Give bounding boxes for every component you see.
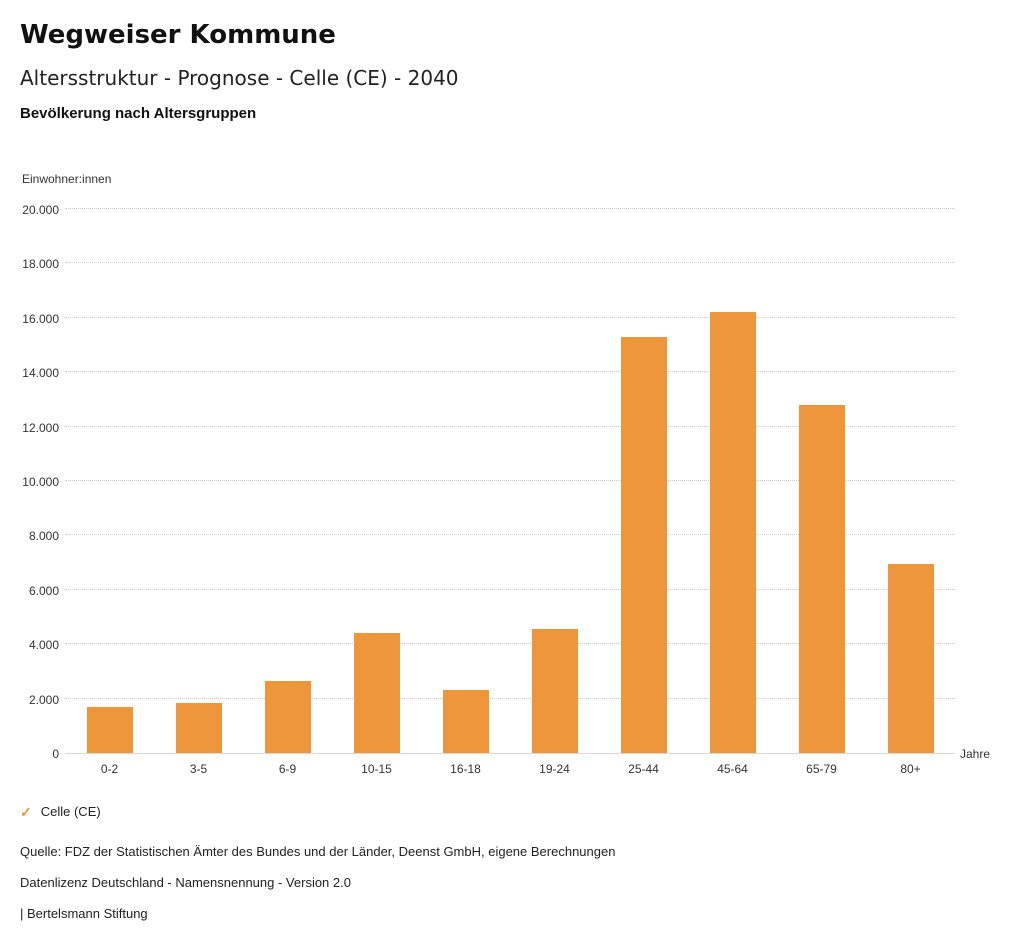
legend-label: Celle (CE) xyxy=(40,804,101,819)
plot-area xyxy=(65,208,955,754)
page-title: Wegweiser Kommune xyxy=(20,20,336,50)
bar-19-24[interactable] xyxy=(531,629,578,753)
gridline xyxy=(65,480,955,481)
bar-0-2[interactable] xyxy=(86,706,133,753)
bar-65-79[interactable] xyxy=(798,404,845,753)
y-tick-label: 10.000 xyxy=(22,475,59,489)
x-tick-label: 16-18 xyxy=(450,762,481,776)
gridline xyxy=(65,316,955,318)
gridline xyxy=(65,425,955,427)
bar-45-64[interactable] xyxy=(709,312,756,753)
gridline xyxy=(65,534,955,536)
chart-heading: Bevölkerung nach Altersgruppen xyxy=(20,105,257,122)
bar-80+[interactable] xyxy=(887,563,934,753)
x-tick-label: 45-64 xyxy=(717,762,748,776)
gridline xyxy=(65,371,955,373)
gridline xyxy=(65,643,955,645)
gridline xyxy=(65,588,955,590)
y-tick-label: 0 xyxy=(52,747,59,761)
y-axis-tick-labels: 0 2.000 4.000 6.000 8.000 10.000 12.000 14.000 1… xyxy=(0,203,62,761)
gridline xyxy=(65,208,955,209)
legend-check-icon: ✓ xyxy=(20,803,32,820)
legend-item-celle[interactable]: ✓ Celle (CE) xyxy=(20,804,101,819)
x-tick-label: 10-15 xyxy=(361,762,392,776)
y-tick-label: 18.000 xyxy=(22,257,59,272)
y-tick-label: 6.000 xyxy=(28,583,59,598)
y-tick-label: 8.000 xyxy=(28,529,59,544)
bar-chart xyxy=(65,208,955,754)
y-tick-label: 14.000 xyxy=(22,366,59,381)
y-tick-label: 2.000 xyxy=(28,692,59,707)
x-tick-label: 25-44 xyxy=(628,762,659,776)
y-tick-label: 16.000 xyxy=(22,311,59,326)
gridline xyxy=(65,697,955,699)
y-tick-label: 4.000 xyxy=(28,638,59,653)
x-tick-label: 19-24 xyxy=(539,762,570,776)
bar-16-18[interactable] xyxy=(442,690,489,753)
attribution-text: | Bertelsmann Stiftung xyxy=(20,906,148,921)
y-tick-label: 12.000 xyxy=(22,420,59,435)
x-tick-label: 3-5 xyxy=(189,762,208,776)
x-tick-label: 0-2 xyxy=(100,762,119,776)
bar-6-9[interactable] xyxy=(264,680,311,753)
bar-25-44[interactable] xyxy=(620,336,667,753)
source-text: Quelle: FDZ der Statistischen Ämter des … xyxy=(20,844,616,859)
y-axis-title: Einwohner:innen xyxy=(22,172,112,186)
page-subtitle: Altersstruktur - Prognose - Celle (CE) -… xyxy=(20,66,459,90)
x-tick-label: 80+ xyxy=(900,762,921,776)
x-axis-tick-labels: 0-2 3-5 6-9 10-15 16-18 19-24 25-44 45-64 65-79 8… xyxy=(65,762,955,782)
y-tick-label: 20.000 xyxy=(22,203,59,217)
x-tick-label: 65-79 xyxy=(806,762,837,776)
x-tick-label: 6-9 xyxy=(278,762,297,776)
gridline xyxy=(65,262,955,264)
bar-3-5[interactable] xyxy=(175,702,222,753)
bar-10-15[interactable] xyxy=(353,633,400,753)
x-axis-title: Jahre xyxy=(960,747,991,761)
license-text: Datenlizenz Deutschland - Namensnennung … xyxy=(20,875,351,890)
